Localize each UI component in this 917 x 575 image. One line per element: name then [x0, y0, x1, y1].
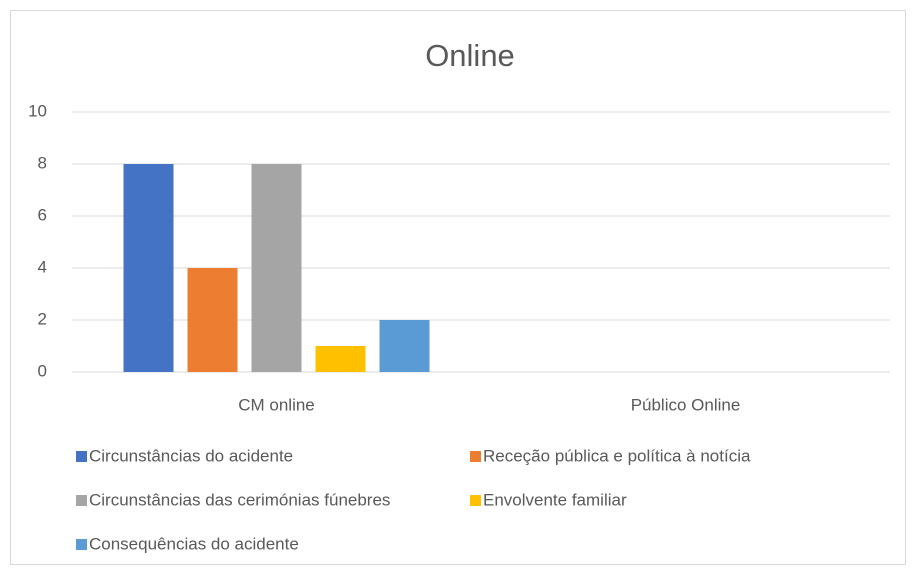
x-tick-label: Público Online: [631, 395, 741, 414]
legend-swatch: [76, 495, 87, 506]
legend-label: Receção pública e política à notícia: [483, 446, 751, 465]
bar: [123, 164, 174, 372]
bar: [379, 320, 430, 372]
y-tick-label: 6: [38, 205, 47, 224]
bar: [251, 164, 302, 372]
legend-swatch: [76, 451, 87, 462]
legend-swatch: [470, 451, 481, 462]
y-tick-label: 0: [38, 361, 47, 380]
legend-label: Consequências do acidente: [89, 534, 299, 553]
bar: [315, 346, 366, 372]
legend-label: Circunstâncias do acidente: [89, 446, 293, 465]
legend-swatch: [470, 495, 481, 506]
legend-label: Circunstâncias das cerimónias fúnebres: [89, 490, 390, 509]
chart-title: Online: [425, 38, 515, 73]
legend-swatch: [76, 539, 87, 550]
y-tick-label: 8: [38, 153, 47, 172]
legend-label: Envolvente familiar: [483, 490, 627, 509]
y-tick-label: 4: [38, 257, 47, 276]
y-tick-label: 2: [38, 309, 47, 328]
x-tick-label: CM online: [238, 395, 315, 414]
bar: [187, 268, 238, 372]
y-tick-label: 10: [28, 101, 47, 120]
